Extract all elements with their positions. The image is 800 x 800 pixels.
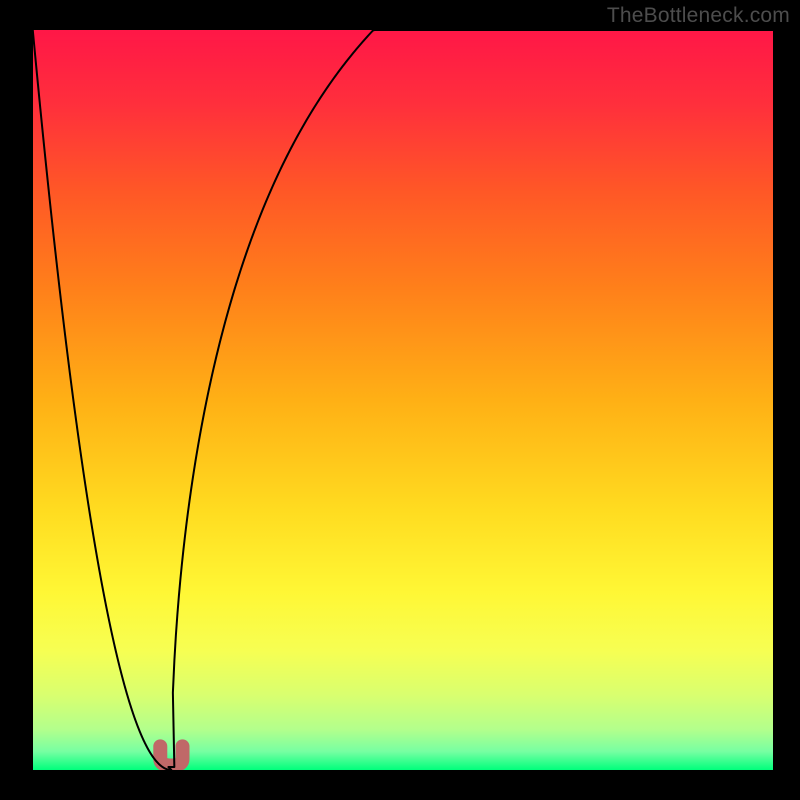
plot-area [33,30,773,770]
chart-svg [33,30,773,770]
highlight-marker [160,746,182,765]
chart-frame: TheBottleneck.com [0,0,800,800]
bottleneck-curve [33,30,773,770]
watermark-label: TheBottleneck.com [607,4,790,28]
